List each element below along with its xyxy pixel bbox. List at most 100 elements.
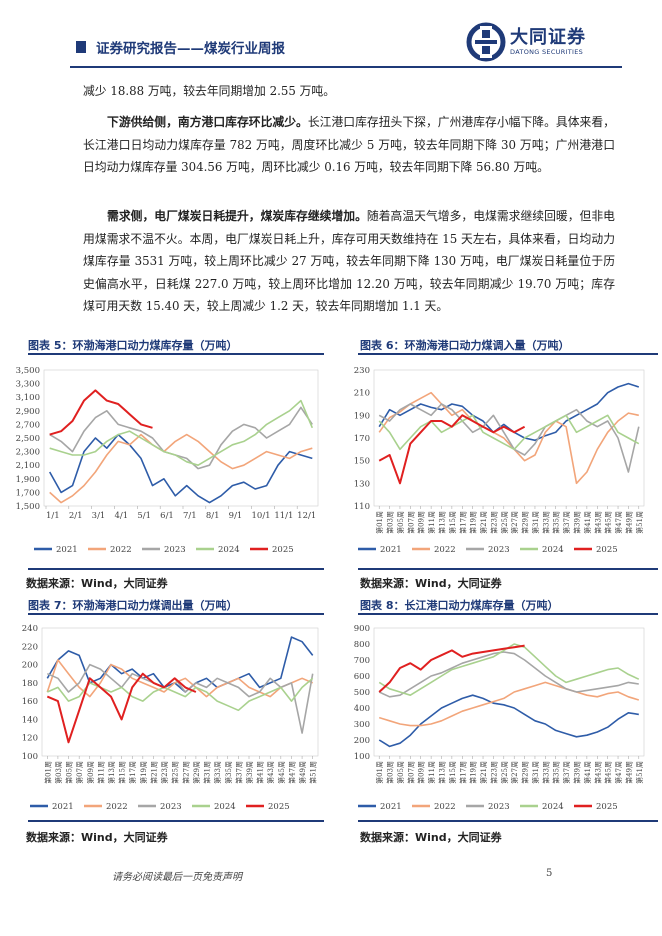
x-tick-label: 第17周: [458, 761, 467, 784]
x-tick-label: 第45周: [604, 761, 613, 784]
y-tick-label: 500: [354, 688, 370, 698]
paragraph-downstream-supply: 下游供给侧，南方港口库存环比减少。长江港口库存扭头下探，广州港库存小幅下降。具体…: [83, 111, 615, 179]
series-line-2024: [378, 414, 640, 451]
series-line-2021: [378, 694, 639, 748]
legend-label-2025: 2025: [268, 802, 290, 812]
x-tick-label: 第43周: [593, 761, 602, 784]
y-tick-label: 2,500: [16, 434, 40, 444]
header-square-icon: [76, 41, 86, 53]
y-tick-label: 1,500: [16, 502, 40, 512]
y-tick-label: 2,700: [16, 420, 40, 430]
x-tick-label: 第45周: [604, 511, 613, 534]
y-tick-label: 300: [354, 720, 370, 730]
header-divider: [70, 66, 622, 68]
figure-8-top-rule: [358, 613, 658, 615]
y-tick-label: 180: [22, 679, 38, 689]
x-tick-label: 第01周: [375, 761, 384, 784]
y-tick-label: 700: [354, 656, 370, 666]
x-tick-label: 第11周: [96, 761, 105, 784]
x-tick-label: 3/1: [92, 511, 106, 521]
y-tick-label: 200: [22, 661, 38, 671]
x-tick-label: 第39周: [573, 511, 582, 534]
x-tick-label: 第15周: [448, 761, 457, 784]
y-tick-label: 900: [354, 624, 370, 634]
y-tick-label: 150: [354, 457, 370, 467]
figure-6-top-rule: [358, 353, 658, 355]
x-tick-label: 第15周: [448, 511, 457, 534]
x-tick-label: 第23周: [160, 761, 169, 784]
paragraph-demand: 需求侧，电厂煤炭日耗提升，煤炭库存继续增加。随着高温天气增多，电煤需求继续回暖，…: [83, 205, 615, 318]
x-tick-label: 第03周: [386, 511, 395, 534]
series-line-2023: [49, 406, 313, 470]
series-line-2021: [378, 382, 640, 442]
legend-label-2021: 2021: [380, 545, 402, 555]
series-line-2022: [49, 433, 313, 504]
legend-label-2024: 2024: [542, 545, 564, 555]
x-tick-label: 第37周: [562, 761, 571, 784]
x-tick-label: 第23周: [489, 761, 498, 784]
x-tick-label: 第29周: [521, 761, 530, 784]
y-tick-label: 220: [22, 642, 38, 652]
y-tick-label: 170: [354, 434, 370, 444]
figure-8-svg: 100200300400500600700800900第01周 第03周 第05周第…: [354, 624, 645, 812]
x-tick-label: 第11周: [427, 761, 436, 784]
y-tick-label: 240: [22, 624, 38, 634]
legend-label-2025: 2025: [596, 802, 618, 812]
figure-8-source: 数据来源：Wind，大同证券: [360, 831, 502, 844]
page-number: 5: [546, 868, 553, 879]
figure-7-title: 图表 7：环渤海港口动力煤调出量（万吨）: [28, 599, 238, 612]
x-tick-label: 第27周: [510, 761, 519, 784]
y-tick-label: 190: [354, 411, 370, 421]
x-tick-label: 8/1: [206, 511, 220, 521]
paragraph-lead: 需求侧，电厂煤炭日耗提升，煤炭库存继续增加。: [107, 209, 367, 223]
series-line-2023: [378, 403, 640, 473]
series-line-2022: [378, 681, 640, 727]
x-tick-label: 第23周: [489, 511, 498, 534]
logo-name: 大同证券: [510, 27, 586, 48]
y-tick-label: 100: [22, 752, 38, 762]
x-tick-label: 第21周: [149, 761, 158, 784]
y-tick-label: 3,300: [16, 380, 40, 390]
x-tick-label: 第47周: [287, 761, 296, 784]
x-tick-label: 第49周: [624, 511, 633, 534]
y-tick-label: 210: [354, 389, 370, 399]
x-tick-label: 第35周: [552, 511, 561, 534]
x-tick-label: 第21周: [479, 511, 488, 534]
x-tick-label: 第27周: [510, 511, 519, 534]
x-tick-label: 第01周: [43, 761, 52, 784]
x-tick-label: 第07周: [406, 761, 415, 784]
legend-label-2024: 2024: [218, 545, 240, 555]
figure-7-chart: 100 120 140 160 180 200 220 240 第01周 第03周 第05周 第07周…: [8, 618, 328, 822]
x-tick-label: 第45周: [277, 761, 286, 784]
x-tick-label: 第39周: [573, 761, 582, 784]
y-tick-label: 1,700: [16, 488, 40, 498]
figure-6-chart: 110 130 150 170 190 210 230 第01周 第03周 第05周 第07周 第09…: [336, 360, 658, 569]
paragraph-lead: 下游供给侧，南方港口库存环比减少。: [107, 115, 308, 129]
plot-frame: [373, 369, 645, 507]
x-tick-label: 第11周: [427, 511, 436, 534]
y-tick-label: 230: [354, 366, 370, 376]
figure-8-chart: 100 200 300 400 500 600 700 800 900 第01周 第03周 第05周第…: [336, 618, 658, 822]
x-tick-label: 第31周: [203, 761, 212, 784]
figure-8-bottom-rule: [358, 820, 658, 822]
x-tick-label: 5/1: [137, 511, 151, 521]
figure-7-svg: 100 120 140 160 180 200 220 240 第01周 第03周 第05周 第07周…: [22, 624, 319, 812]
x-tick-label: 第51周: [309, 761, 318, 784]
x-tick-label: 2/1: [69, 511, 83, 521]
figure-5-title: 图表 5：环渤海港口动力煤库存量（万吨）: [28, 339, 238, 352]
legend-label-2023: 2023: [160, 802, 182, 812]
x-tick-label: 第03周: [54, 761, 63, 784]
series-line-2025: [46, 672, 197, 744]
logo-mark-icon: [466, 22, 506, 62]
figure-7-source: 数据来源：Wind，大同证券: [26, 831, 168, 844]
x-tick-label: 第47周: [614, 761, 623, 784]
report-header: 证券研究报告——煤炭行业周报: [70, 34, 622, 62]
x-tick-label: 10/1: [252, 511, 271, 521]
series-line-2024: [46, 677, 314, 712]
x-tick-label: 第33周: [541, 511, 550, 534]
legend-label-2022: 2022: [434, 545, 456, 555]
x-tick-label: 第43周: [593, 511, 602, 534]
legend-label-2021: 2021: [52, 802, 74, 812]
paragraph-text: 长江港口库存扭头下探，广州港库存小幅下降。具体来看，长江港口日均动力煤库存量 7…: [83, 115, 615, 175]
y-tick-label: 160: [22, 697, 38, 707]
